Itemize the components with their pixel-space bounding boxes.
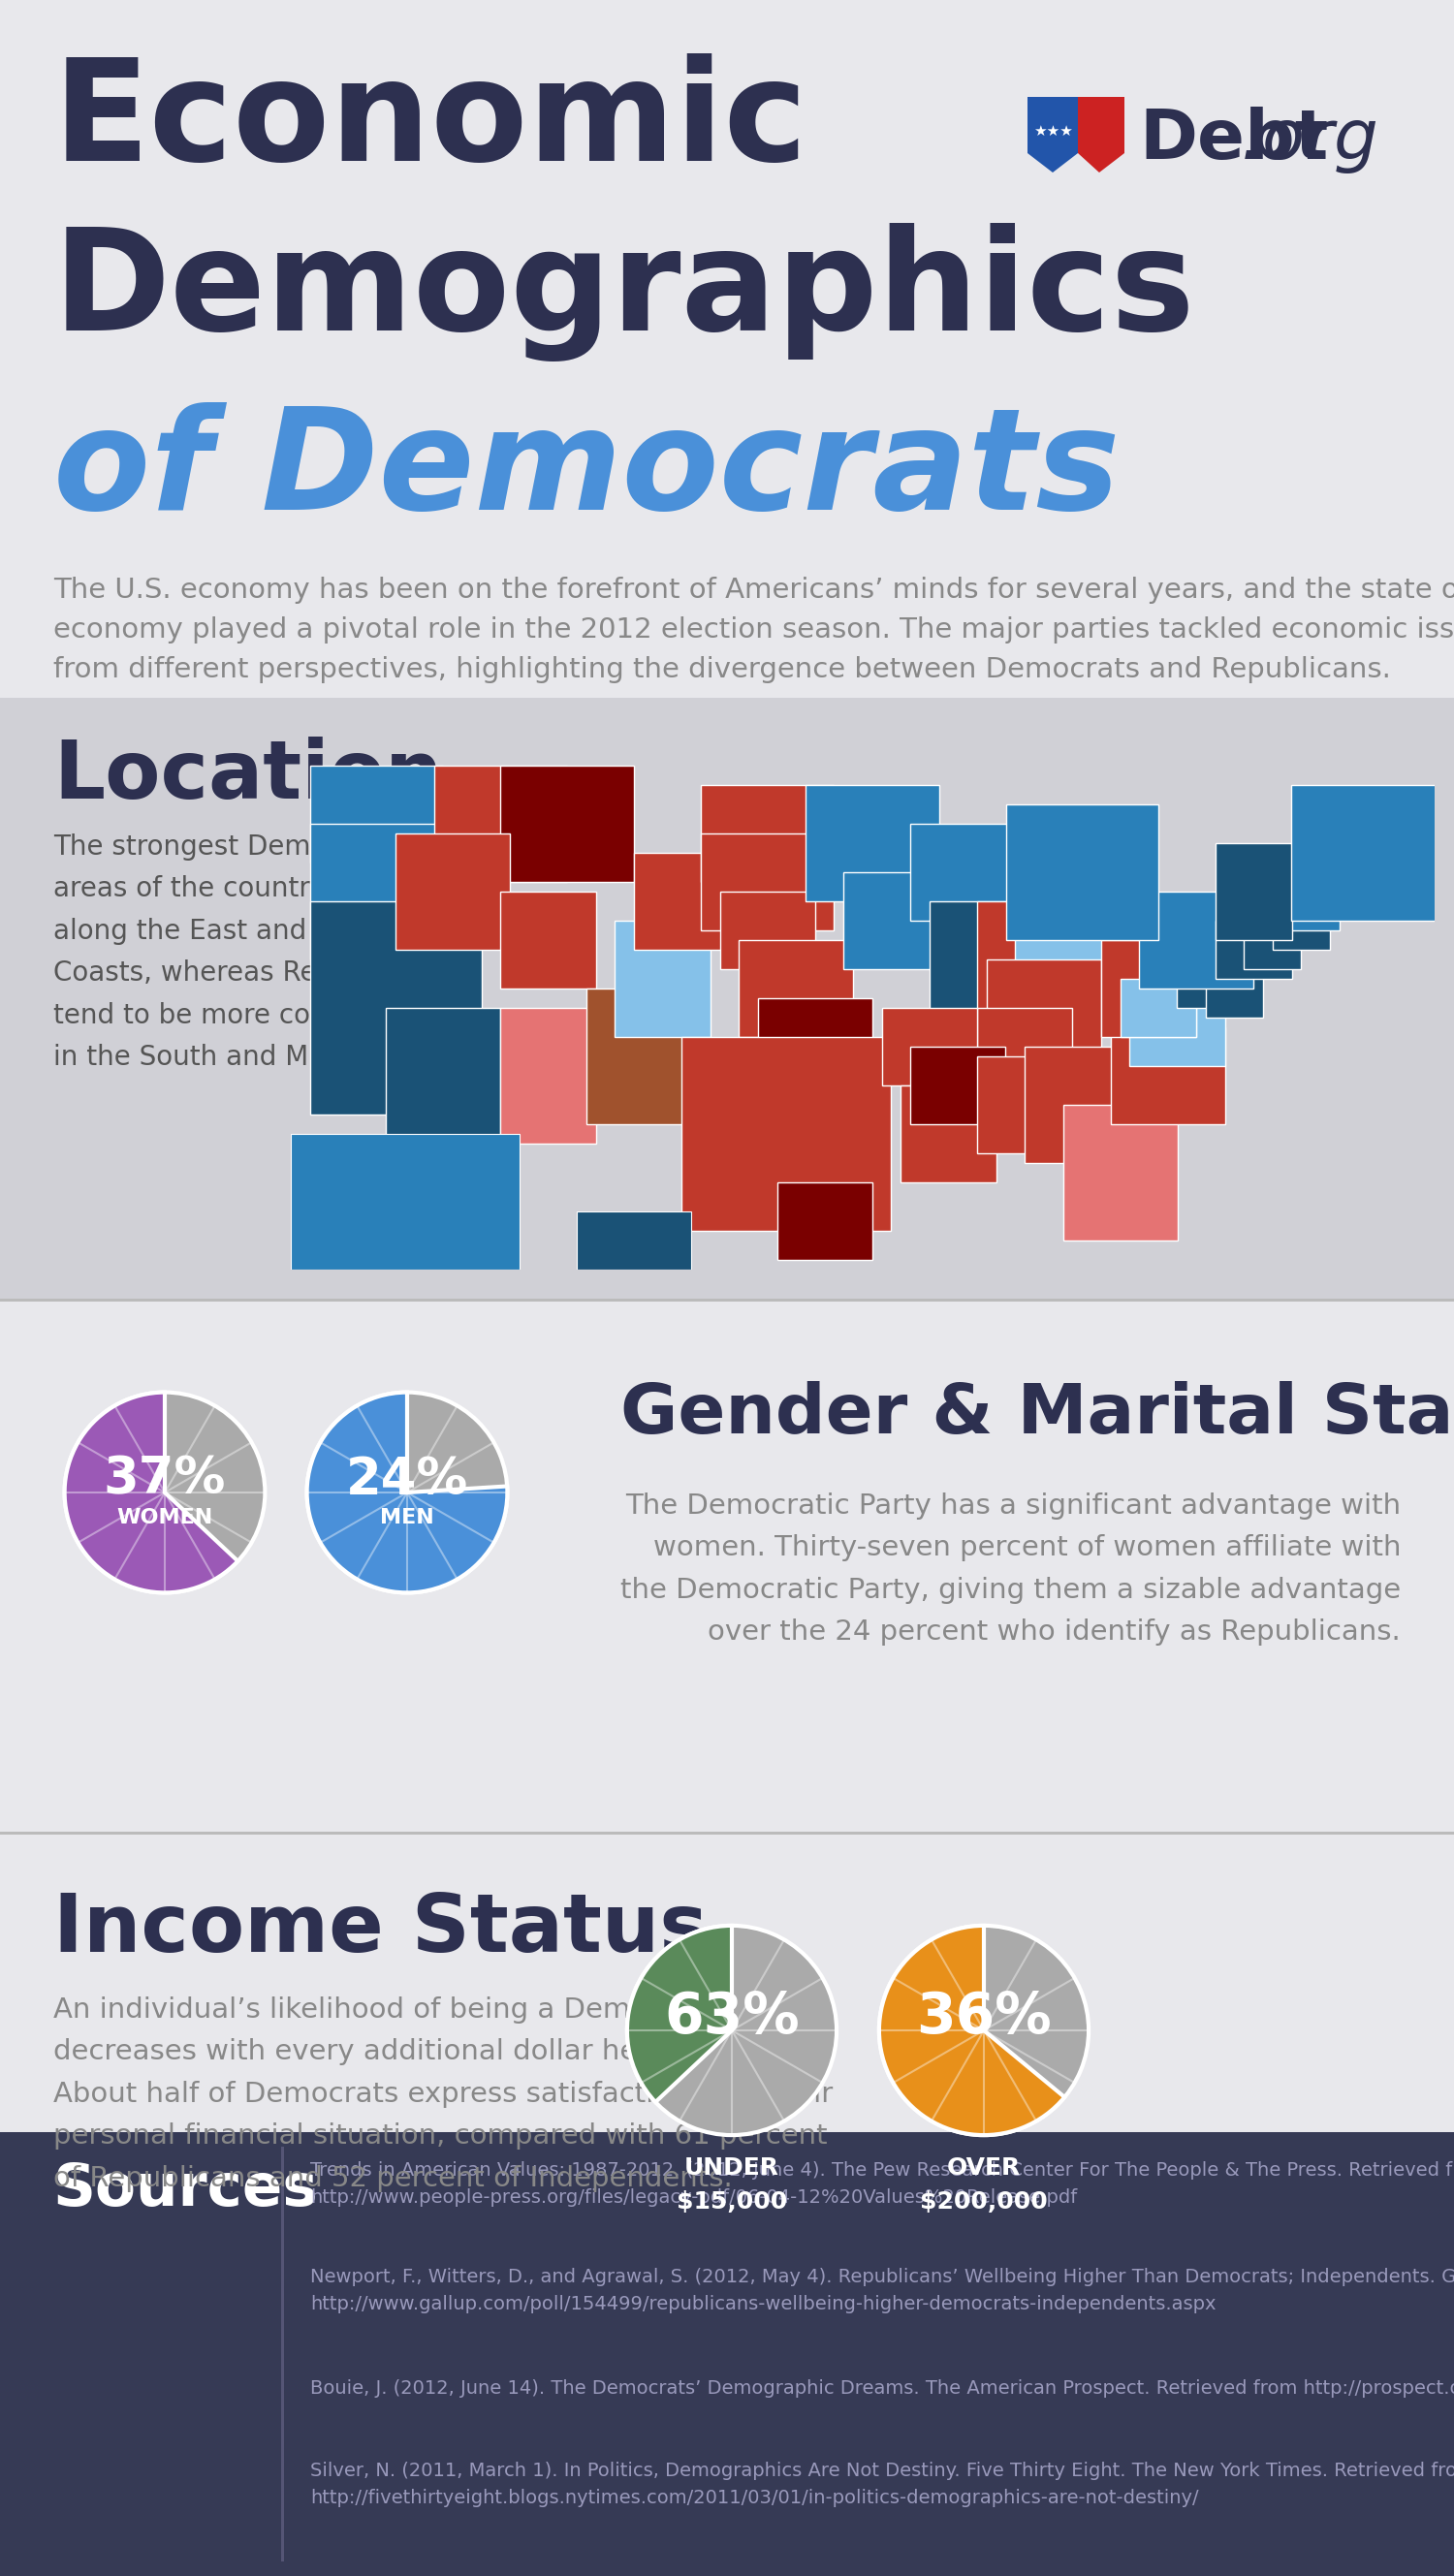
Bar: [1120, 979, 1197, 1038]
Wedge shape: [307, 1391, 507, 1592]
Bar: [881, 1007, 977, 1084]
Bar: [310, 902, 481, 1115]
Bar: [291, 1133, 519, 1270]
Text: ★★★: ★★★: [1032, 124, 1073, 139]
Text: The strongest Democratic
areas of the country are
along the East and West
Coasts: The strongest Democratic areas of the co…: [54, 835, 458, 1072]
Bar: [1130, 989, 1224, 1066]
Bar: [758, 999, 872, 1095]
Bar: [1282, 853, 1339, 930]
Text: Bouie, J. (2012, June 14). The Democrats’ Demographic Dreams. The American Prosp: Bouie, J. (2012, June 14). The Democrats…: [310, 2380, 1454, 2398]
Text: UNDER: UNDER: [685, 2156, 779, 2179]
Bar: [586, 989, 701, 1123]
Text: $15,000: $15,000: [676, 2190, 787, 2213]
Bar: [1138, 891, 1253, 989]
Text: Silver, N. (2011, March 1). In Politics, Demographics Are Not Destiny. Five Thir: Silver, N. (2011, March 1). In Politics,…: [310, 2463, 1454, 2506]
FancyBboxPatch shape: [0, 1832, 1454, 1834]
Bar: [682, 1038, 891, 1231]
Bar: [1216, 920, 1291, 979]
Bar: [977, 1056, 1073, 1154]
Bar: [1178, 951, 1234, 1007]
Bar: [500, 1007, 596, 1144]
Text: .org: .org: [1240, 106, 1380, 173]
Text: Newport, F., Witters, D., and Agrawal, S. (2012, May 4). Republicans’ Wellbeing : Newport, F., Witters, D., and Agrawal, S…: [310, 2267, 1454, 2313]
Bar: [433, 765, 567, 881]
Text: Income Status: Income Status: [54, 1891, 708, 1968]
Bar: [929, 902, 1025, 1018]
Wedge shape: [627, 1927, 836, 2136]
Bar: [701, 786, 835, 881]
Text: Debt: Debt: [1138, 106, 1329, 173]
Text: 63%: 63%: [664, 1989, 800, 2045]
Text: OVER: OVER: [947, 2156, 1021, 2179]
Text: 37%: 37%: [103, 1455, 225, 1504]
Bar: [720, 891, 816, 969]
Bar: [739, 940, 853, 1038]
Bar: [701, 835, 835, 930]
Text: Location: Location: [54, 737, 442, 814]
Bar: [901, 1084, 996, 1182]
Bar: [987, 958, 1101, 1056]
Bar: [1015, 912, 1111, 1007]
Bar: [1101, 940, 1197, 1038]
Text: 24%: 24%: [346, 1455, 468, 1504]
Wedge shape: [880, 1927, 1064, 2136]
Bar: [843, 873, 939, 969]
Bar: [977, 902, 1073, 1018]
Polygon shape: [1077, 98, 1124, 173]
Bar: [977, 1007, 1073, 1084]
Text: WOMEN: WOMEN: [116, 1510, 212, 1528]
Bar: [500, 891, 596, 989]
Bar: [1111, 1028, 1224, 1123]
Text: An individual’s likelihood of being a Democrat
decreases with every additional d: An individual’s likelihood of being a De…: [54, 1996, 833, 2192]
Polygon shape: [1028, 98, 1077, 173]
Wedge shape: [880, 1927, 1089, 2136]
FancyBboxPatch shape: [0, 2133, 1454, 2576]
Bar: [387, 1007, 500, 1144]
Bar: [1245, 912, 1301, 969]
Bar: [806, 786, 939, 902]
Text: The Democratic Party has a significant advantage with
women. Thirty-seven percen: The Democratic Party has a significant a…: [621, 1492, 1400, 1646]
Bar: [776, 1182, 872, 1260]
FancyBboxPatch shape: [0, 1298, 1454, 1301]
Bar: [1063, 1105, 1178, 1242]
Text: Trends in American Values: 1987-2012. (2012, June 4). The Pew Research Center Fo: Trends in American Values: 1987-2012. (2…: [310, 2161, 1454, 2208]
Bar: [1006, 804, 1159, 940]
Bar: [310, 765, 443, 863]
Text: Economic: Economic: [54, 54, 808, 191]
Bar: [1272, 891, 1330, 951]
Text: Demographics: Demographics: [54, 224, 1195, 361]
Text: MEN: MEN: [379, 1510, 435, 1528]
Bar: [1205, 920, 1264, 1018]
FancyBboxPatch shape: [281, 2146, 284, 2561]
Text: $200,000: $200,000: [920, 2190, 1048, 2213]
Text: Sources: Sources: [54, 2161, 318, 2218]
Wedge shape: [64, 1391, 265, 1592]
Bar: [910, 824, 1025, 920]
Bar: [910, 1046, 1006, 1123]
Bar: [395, 835, 510, 951]
Bar: [577, 1211, 691, 1270]
Text: of Democrats: of Democrats: [54, 402, 1120, 538]
FancyBboxPatch shape: [0, 698, 1454, 1298]
Bar: [1291, 786, 1444, 920]
Bar: [1025, 1046, 1138, 1162]
Wedge shape: [627, 1927, 731, 2102]
Bar: [500, 765, 634, 881]
Bar: [615, 920, 710, 1038]
Bar: [310, 824, 443, 958]
Bar: [634, 853, 730, 951]
Bar: [1216, 842, 1291, 940]
Wedge shape: [64, 1391, 238, 1592]
Text: Gender & Marital Status: Gender & Marital Status: [621, 1381, 1454, 1448]
Text: The U.S. economy has been on the forefront of Americans’ minds for several years: The U.S. economy has been on the forefro…: [54, 577, 1454, 683]
Wedge shape: [307, 1391, 507, 1592]
Text: 36%: 36%: [916, 1989, 1051, 2045]
